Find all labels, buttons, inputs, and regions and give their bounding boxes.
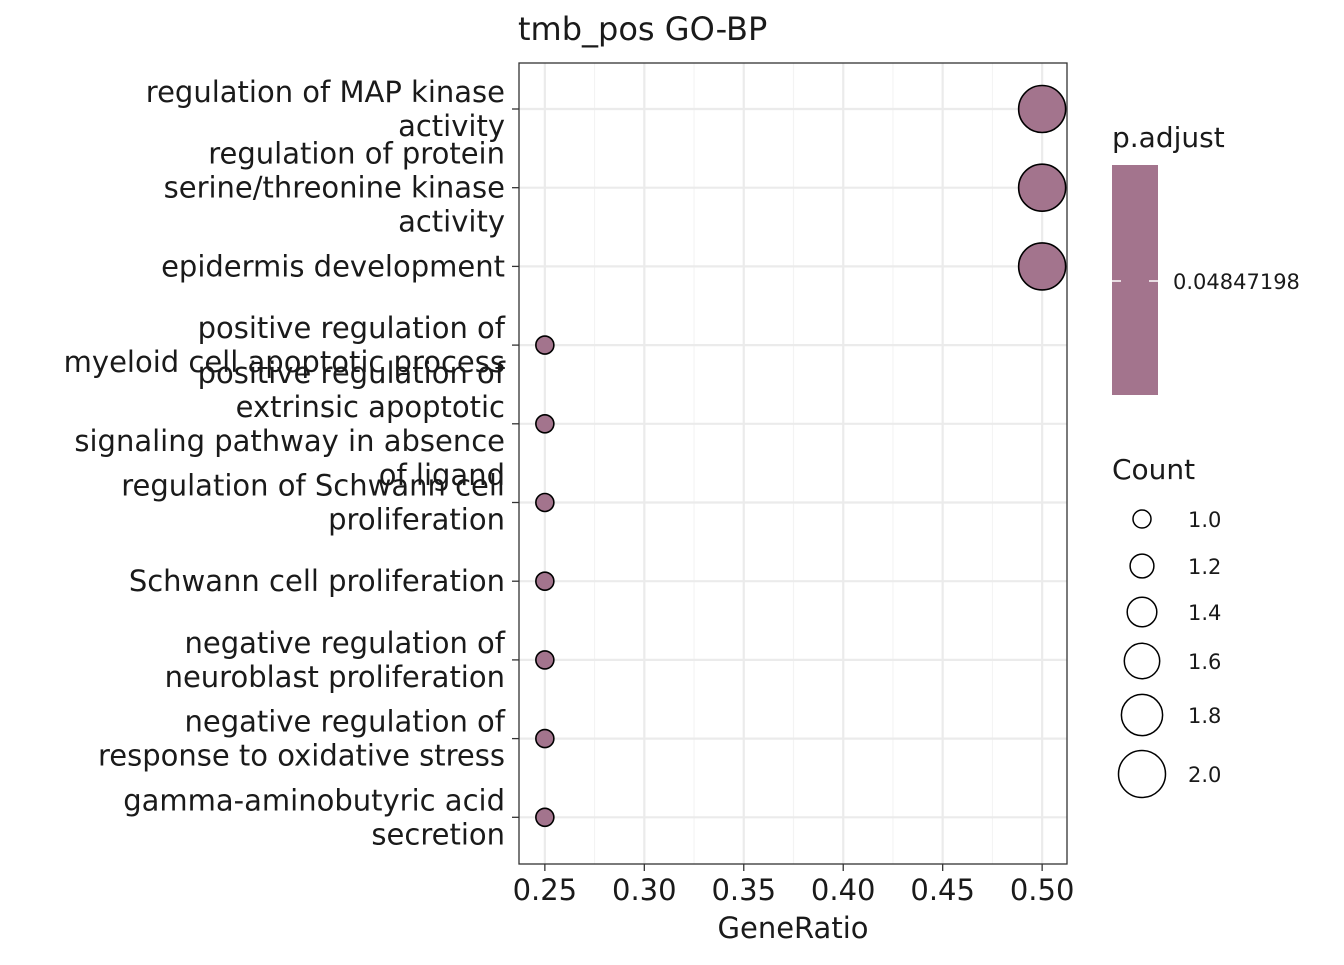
data-point bbox=[1017, 163, 1067, 212]
legend-size-key bbox=[1129, 553, 1155, 579]
plot-border bbox=[518, 62, 1068, 865]
data-point bbox=[535, 571, 555, 592]
chart-title: tmb_pos GO-BP bbox=[518, 10, 767, 48]
legend-size-key bbox=[1126, 596, 1158, 628]
legend-size-title: Count bbox=[1112, 453, 1195, 486]
data-point bbox=[535, 335, 555, 355]
legend-size-label: 1.6 bbox=[1188, 650, 1221, 674]
data-point bbox=[535, 728, 555, 749]
legend-size-key bbox=[1132, 509, 1152, 529]
y-tick-label: positive regulation of myeloid cell apopt… bbox=[64, 311, 506, 379]
legend-color-title: p.adjust bbox=[1112, 121, 1225, 154]
data-point bbox=[1017, 242, 1067, 291]
data-point bbox=[1017, 84, 1067, 134]
grid-lines bbox=[519, 63, 1067, 864]
x-axis: 0.25 0.30 0.35 0.40 0.45 0.50 bbox=[513, 864, 1075, 907]
data-point bbox=[535, 413, 555, 434]
legend-size-label: 1.0 bbox=[1188, 508, 1221, 532]
y-axis: regulation of MAP kinase activityregulati… bbox=[64, 75, 519, 851]
x-tick-label: 0.30 bbox=[612, 873, 677, 907]
legend-size-label: 1.8 bbox=[1188, 704, 1221, 728]
data-point bbox=[535, 650, 555, 670]
y-tick-label: Schwann cell proliferation bbox=[129, 564, 505, 598]
legend-p-adjust: p.adjust 0.04847198 bbox=[1112, 121, 1300, 395]
x-tick-label: 0.25 bbox=[513, 873, 578, 907]
legend-size-key bbox=[1117, 749, 1167, 799]
x-tick-label: 0.40 bbox=[811, 873, 876, 907]
x-axis-label: GeneRatio bbox=[718, 911, 869, 945]
y-tick-label: regulation of Schwann cell proliferation bbox=[121, 469, 505, 537]
legend-size-label: 2.0 bbox=[1188, 763, 1221, 787]
y-tick-label: negative regulation of response to oxidat… bbox=[98, 705, 506, 773]
legend-size-key bbox=[1120, 693, 1164, 737]
legend-size-label: 1.2 bbox=[1188, 555, 1221, 579]
legend-colorbar bbox=[1112, 165, 1158, 395]
x-tick-label: 0.45 bbox=[910, 873, 975, 907]
y-tick-label: gamma-aminobutyric acid secretion bbox=[123, 783, 505, 851]
data-point bbox=[535, 807, 555, 828]
x-tick-label: 0.35 bbox=[711, 873, 776, 907]
legend-size-label: 1.4 bbox=[1188, 601, 1221, 625]
y-tick-label: positive regulation of extrinsic apoptoti… bbox=[74, 356, 505, 492]
data-point bbox=[535, 492, 555, 513]
y-tick-label: regulation of protein serine/threonine ki… bbox=[164, 137, 505, 239]
legend-color-value: 0.04847198 bbox=[1173, 270, 1300, 294]
legend-count: Count 1.0 1.2 1.4 1.6 1.8 2.0 bbox=[1112, 453, 1221, 799]
y-tick-label: negative regulation of neuroblast prolife… bbox=[165, 626, 506, 694]
data-points bbox=[535, 84, 1067, 828]
x-tick-label: 0.50 bbox=[1010, 873, 1075, 907]
y-tick-label: regulation of MAP kinase activity bbox=[146, 75, 505, 143]
legend-size-key bbox=[1123, 642, 1161, 680]
y-tick-label: epidermis development bbox=[161, 249, 505, 283]
